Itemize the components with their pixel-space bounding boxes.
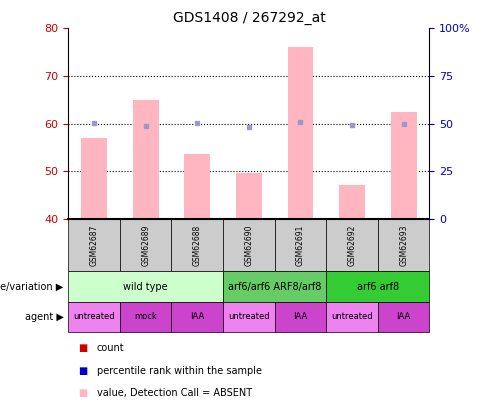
Bar	[326, 302, 378, 332]
Text: untreated: untreated	[331, 312, 373, 322]
Bar	[133, 100, 159, 219]
Bar	[339, 185, 365, 219]
Text: untreated: untreated	[228, 312, 270, 322]
Bar	[223, 302, 275, 332]
Bar	[171, 219, 223, 271]
Bar	[120, 302, 171, 332]
Text: mock: mock	[134, 312, 157, 322]
Bar	[184, 154, 210, 219]
Text: IAA: IAA	[397, 312, 411, 322]
Text: agent ▶: agent ▶	[24, 312, 63, 322]
Text: arf6 arf8: arf6 arf8	[357, 281, 399, 292]
Text: GSM62693: GSM62693	[399, 224, 408, 266]
Bar	[275, 302, 326, 332]
Bar	[81, 138, 107, 219]
Bar	[68, 302, 120, 332]
Text: ■: ■	[78, 388, 87, 398]
Text: count: count	[97, 343, 124, 353]
Text: ■: ■	[78, 366, 87, 375]
Text: percentile rank within the sample: percentile rank within the sample	[97, 366, 262, 375]
Text: GSM62690: GSM62690	[244, 224, 253, 266]
Text: GSM62691: GSM62691	[296, 224, 305, 266]
Text: GSM62688: GSM62688	[193, 224, 202, 266]
Text: arf6/arf6 ARF8/arf8: arf6/arf6 ARF8/arf8	[228, 281, 322, 292]
Text: ■: ■	[78, 343, 87, 353]
Bar	[223, 219, 275, 271]
Text: value, Detection Call = ABSENT: value, Detection Call = ABSENT	[97, 388, 252, 398]
Bar	[68, 219, 120, 271]
Text: wild type: wild type	[123, 281, 168, 292]
Text: IAA: IAA	[293, 312, 307, 322]
Bar	[391, 112, 417, 219]
Bar	[378, 302, 429, 332]
Text: GSM62692: GSM62692	[347, 224, 357, 266]
Bar	[120, 219, 171, 271]
Text: GSM62687: GSM62687	[90, 224, 99, 266]
Bar	[68, 271, 223, 302]
Bar	[236, 173, 262, 219]
Text: GSM62689: GSM62689	[141, 224, 150, 266]
Bar	[326, 271, 429, 302]
Bar	[223, 271, 326, 302]
Text: genotype/variation ▶: genotype/variation ▶	[0, 281, 63, 292]
Bar	[326, 219, 378, 271]
Bar	[378, 219, 429, 271]
Bar	[171, 302, 223, 332]
Bar	[275, 219, 326, 271]
Title: GDS1408 / 267292_at: GDS1408 / 267292_at	[172, 11, 325, 25]
Bar	[287, 47, 313, 219]
Text: IAA: IAA	[190, 312, 204, 322]
Text: untreated: untreated	[73, 312, 115, 322]
